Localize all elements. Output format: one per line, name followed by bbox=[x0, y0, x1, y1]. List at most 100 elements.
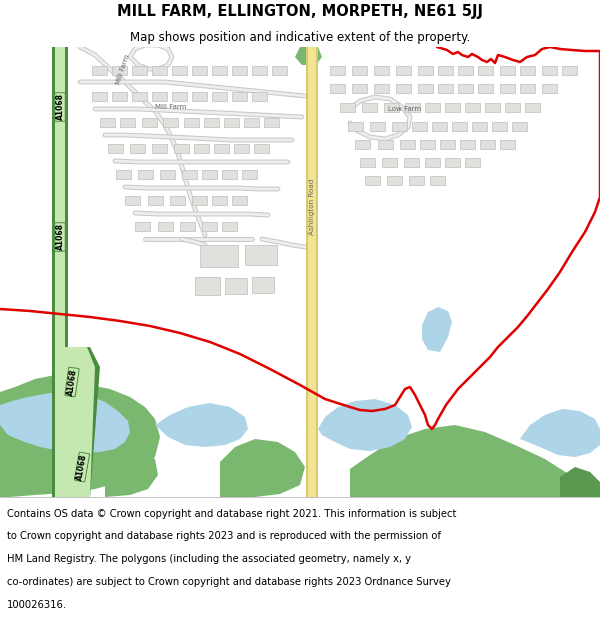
Polygon shape bbox=[500, 84, 515, 93]
Polygon shape bbox=[252, 277, 274, 293]
Text: Low Farm: Low Farm bbox=[388, 106, 421, 112]
Polygon shape bbox=[392, 122, 407, 131]
Polygon shape bbox=[184, 118, 199, 127]
Text: Map shows position and indicative extent of the property.: Map shows position and indicative extent… bbox=[130, 31, 470, 44]
Polygon shape bbox=[348, 122, 363, 131]
Polygon shape bbox=[318, 399, 412, 451]
Polygon shape bbox=[425, 103, 440, 112]
Polygon shape bbox=[560, 467, 600, 497]
Polygon shape bbox=[465, 103, 480, 112]
Polygon shape bbox=[500, 66, 515, 75]
Polygon shape bbox=[232, 196, 247, 205]
Polygon shape bbox=[252, 66, 267, 75]
Polygon shape bbox=[330, 84, 345, 93]
Polygon shape bbox=[485, 103, 500, 112]
Polygon shape bbox=[340, 103, 355, 112]
Polygon shape bbox=[125, 196, 140, 205]
Polygon shape bbox=[112, 92, 127, 101]
Polygon shape bbox=[500, 140, 515, 149]
Polygon shape bbox=[365, 176, 380, 185]
Polygon shape bbox=[360, 158, 375, 167]
Text: A1068: A1068 bbox=[65, 368, 79, 396]
Polygon shape bbox=[542, 84, 557, 93]
Polygon shape bbox=[460, 140, 475, 149]
Polygon shape bbox=[152, 144, 167, 153]
Polygon shape bbox=[370, 122, 385, 131]
Polygon shape bbox=[562, 66, 577, 75]
Polygon shape bbox=[105, 452, 158, 497]
Polygon shape bbox=[412, 122, 427, 131]
Polygon shape bbox=[192, 92, 207, 101]
Text: co-ordinates) are subject to Crown copyright and database rights 2023 Ordnance S: co-ordinates) are subject to Crown copyr… bbox=[7, 577, 451, 587]
Polygon shape bbox=[202, 222, 217, 231]
Text: A1068: A1068 bbox=[75, 453, 89, 481]
Text: Contains OS data © Crown copyright and database right 2021. This information is : Contains OS data © Crown copyright and d… bbox=[7, 509, 457, 519]
Polygon shape bbox=[130, 144, 145, 153]
Polygon shape bbox=[445, 158, 460, 167]
Polygon shape bbox=[362, 103, 377, 112]
Text: Mill Farm: Mill Farm bbox=[155, 104, 187, 110]
Polygon shape bbox=[418, 66, 433, 75]
Polygon shape bbox=[520, 84, 535, 93]
Polygon shape bbox=[478, 66, 493, 75]
Polygon shape bbox=[200, 245, 238, 267]
Polygon shape bbox=[163, 118, 178, 127]
Polygon shape bbox=[194, 144, 209, 153]
Polygon shape bbox=[232, 92, 247, 101]
Polygon shape bbox=[520, 66, 535, 75]
Polygon shape bbox=[195, 277, 220, 295]
Text: Mill Farm: Mill Farm bbox=[115, 53, 130, 85]
Polygon shape bbox=[430, 176, 445, 185]
Polygon shape bbox=[224, 118, 239, 127]
Polygon shape bbox=[425, 158, 440, 167]
Polygon shape bbox=[387, 176, 402, 185]
Polygon shape bbox=[420, 140, 435, 149]
Text: MILL FARM, ELLINGTON, MORPETH, NE61 5JJ: MILL FARM, ELLINGTON, MORPETH, NE61 5JJ bbox=[117, 4, 483, 19]
Polygon shape bbox=[438, 66, 453, 75]
Polygon shape bbox=[308, 47, 316, 497]
Text: A1068: A1068 bbox=[56, 94, 65, 121]
Polygon shape bbox=[374, 84, 389, 93]
Polygon shape bbox=[452, 122, 467, 131]
Polygon shape bbox=[55, 347, 95, 497]
Text: A1068: A1068 bbox=[56, 224, 65, 251]
Polygon shape bbox=[478, 84, 493, 93]
Polygon shape bbox=[222, 170, 237, 179]
Polygon shape bbox=[382, 158, 397, 167]
Polygon shape bbox=[172, 92, 187, 101]
Polygon shape bbox=[355, 140, 370, 149]
Polygon shape bbox=[120, 118, 135, 127]
Polygon shape bbox=[0, 432, 40, 497]
Polygon shape bbox=[245, 245, 277, 265]
Polygon shape bbox=[409, 176, 424, 185]
Polygon shape bbox=[465, 158, 480, 167]
Polygon shape bbox=[350, 425, 600, 497]
Polygon shape bbox=[204, 118, 219, 127]
Text: HM Land Registry. The polygons (including the associated geometry, namely x, y: HM Land Registry. The polygons (includin… bbox=[7, 554, 411, 564]
Polygon shape bbox=[52, 347, 100, 497]
Polygon shape bbox=[422, 307, 452, 352]
Polygon shape bbox=[242, 170, 257, 179]
Polygon shape bbox=[212, 66, 227, 75]
Polygon shape bbox=[244, 118, 259, 127]
Polygon shape bbox=[445, 103, 460, 112]
Polygon shape bbox=[100, 118, 115, 127]
Polygon shape bbox=[525, 103, 540, 112]
Polygon shape bbox=[152, 66, 167, 75]
Polygon shape bbox=[254, 144, 269, 153]
Polygon shape bbox=[192, 66, 207, 75]
Polygon shape bbox=[374, 66, 389, 75]
Polygon shape bbox=[264, 118, 279, 127]
Polygon shape bbox=[378, 140, 393, 149]
Polygon shape bbox=[170, 196, 185, 205]
Polygon shape bbox=[132, 66, 147, 75]
Polygon shape bbox=[396, 66, 411, 75]
Polygon shape bbox=[132, 92, 147, 101]
Polygon shape bbox=[220, 439, 305, 497]
Text: 100026316.: 100026316. bbox=[7, 599, 67, 609]
Polygon shape bbox=[232, 66, 247, 75]
Polygon shape bbox=[505, 103, 520, 112]
Polygon shape bbox=[458, 66, 473, 75]
Polygon shape bbox=[396, 84, 411, 93]
Polygon shape bbox=[438, 84, 453, 93]
